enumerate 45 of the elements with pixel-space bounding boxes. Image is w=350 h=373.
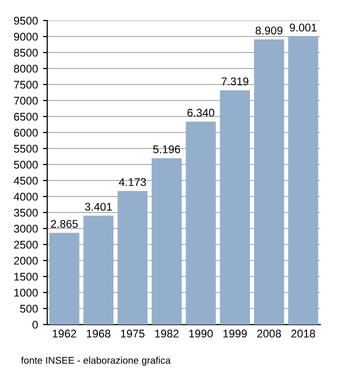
y-tick-label: 2000	[14, 256, 38, 265]
x-tick-label: 1982	[155, 330, 178, 338]
bar	[118, 190, 148, 325]
y-tick-label: 3000	[14, 224, 38, 233]
y-tick-label: 4500	[14, 176, 38, 185]
y-tick-label: 5500	[14, 144, 38, 153]
bar	[49, 232, 80, 325]
y-tick-label: 1000	[14, 288, 38, 297]
y-tick-label: 8500	[14, 48, 38, 57]
y-tick-label: 7500	[14, 80, 38, 89]
data-label: 6.340	[187, 108, 214, 117]
y-tick-label: 6000	[14, 128, 38, 137]
bar	[186, 122, 216, 325]
y-tick-label: 8000	[14, 64, 38, 73]
y-tick-label: 7000	[14, 96, 38, 105]
x-tick-label: 1975	[121, 330, 144, 338]
x-tick-label: 1999	[223, 330, 247, 338]
data-label: 7.319	[222, 77, 248, 86]
bar	[152, 158, 182, 325]
y-tick-label: 6500	[14, 112, 38, 121]
bar	[220, 90, 250, 325]
y-tick-label: 3500	[14, 208, 38, 217]
y-tick-label: 1500	[14, 272, 38, 281]
y-tick-label: 9000	[14, 32, 38, 41]
y-tick-label: 2500	[14, 240, 38, 249]
x-tick-label: 1962	[52, 330, 76, 338]
y-tick-label: 500	[20, 304, 38, 313]
data-label: 9.001	[290, 24, 317, 32]
x-tick-label: 1968	[86, 330, 110, 338]
bar	[288, 36, 318, 325]
data-label: 8.909	[256, 26, 282, 34]
x-tick-label: 2008	[257, 330, 281, 338]
data-label: 2.865	[50, 220, 78, 228]
source-note: fonte INSEE - elaborazione grafica	[21, 356, 171, 366]
bar	[83, 216, 114, 325]
y-tick-label: 9500	[14, 16, 38, 25]
y-tick-label: 0	[32, 320, 38, 329]
data-label: 4.173	[118, 178, 146, 186]
y-tick-label: 4000	[14, 192, 38, 201]
y-tick-label: 5000	[14, 160, 38, 169]
bar	[254, 39, 284, 325]
x-tick-label: 1990	[189, 330, 213, 338]
x-tick-label: 2018	[291, 330, 316, 338]
data-label: 5.196	[153, 145, 180, 154]
data-label: 3.401	[84, 202, 112, 211]
